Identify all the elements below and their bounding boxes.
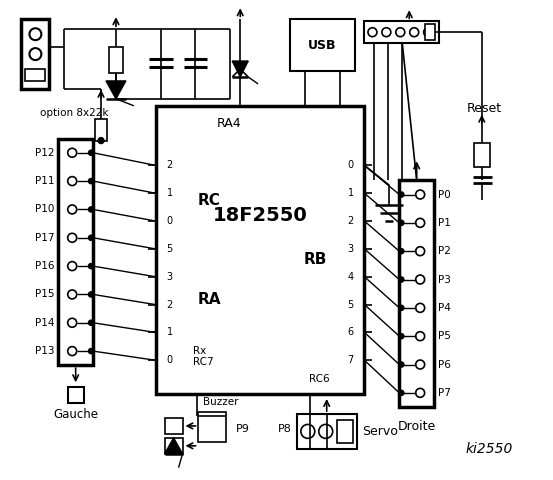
Text: Reset: Reset	[467, 102, 502, 115]
Text: P9: P9	[236, 424, 250, 434]
Text: 0: 0	[347, 160, 353, 170]
Text: P6: P6	[438, 360, 451, 370]
Bar	[425, 24, 435, 40]
Circle shape	[399, 390, 404, 396]
Text: 4: 4	[347, 272, 353, 282]
Circle shape	[98, 138, 104, 144]
Text: P3: P3	[438, 275, 451, 285]
Bar	[199, 412, 226, 442]
Bar	[25, 69, 45, 81]
Text: P12: P12	[35, 148, 54, 158]
Text: 2: 2	[166, 300, 173, 310]
Text: 0: 0	[166, 355, 173, 365]
Bar	[290, 19, 354, 71]
Bar	[156, 106, 364, 394]
Circle shape	[399, 192, 404, 197]
Text: 2: 2	[347, 216, 354, 226]
Circle shape	[88, 348, 93, 354]
Text: P5: P5	[438, 331, 451, 341]
Text: P8: P8	[278, 424, 292, 434]
Circle shape	[88, 150, 93, 155]
Text: RB: RB	[304, 252, 327, 267]
Bar	[337, 420, 353, 443]
Text: 5: 5	[166, 244, 173, 254]
Text: P15: P15	[35, 289, 54, 300]
Text: Servo: Servo	[363, 425, 398, 438]
Polygon shape	[232, 61, 248, 77]
Bar	[297, 414, 357, 449]
Bar	[109, 47, 123, 73]
Circle shape	[88, 292, 93, 297]
Bar	[474, 143, 490, 168]
Circle shape	[88, 235, 93, 240]
Circle shape	[88, 264, 93, 269]
Bar	[364, 21, 439, 43]
Text: P0: P0	[438, 190, 451, 200]
Text: option 8x22k: option 8x22k	[40, 108, 108, 118]
Text: Gauche: Gauche	[53, 408, 98, 421]
Text: P11: P11	[35, 176, 54, 186]
Text: 1: 1	[166, 188, 173, 198]
Text: 6: 6	[347, 327, 353, 337]
Text: USB: USB	[308, 38, 336, 52]
Text: P16: P16	[35, 261, 54, 271]
Text: Rx
RC7: Rx RC7	[194, 346, 214, 367]
Circle shape	[399, 334, 404, 339]
Circle shape	[88, 179, 93, 183]
Text: P13: P13	[35, 346, 54, 356]
Bar	[95, 119, 107, 141]
Text: 1: 1	[166, 327, 173, 337]
Text: 7: 7	[347, 355, 354, 365]
Text: 18F2550: 18F2550	[213, 206, 307, 225]
Text: 3: 3	[166, 272, 173, 282]
Bar	[22, 19, 49, 89]
Circle shape	[399, 220, 404, 225]
Circle shape	[399, 249, 404, 253]
Text: P4: P4	[438, 303, 451, 313]
Text: RA: RA	[197, 292, 221, 307]
Circle shape	[88, 207, 93, 212]
Text: 2: 2	[166, 160, 173, 170]
Polygon shape	[106, 81, 126, 99]
Text: P17: P17	[35, 233, 54, 243]
Bar	[58, 139, 93, 365]
Polygon shape	[165, 438, 182, 454]
Text: P7: P7	[438, 388, 451, 398]
Circle shape	[399, 277, 404, 282]
Text: Droite: Droite	[398, 420, 436, 433]
Text: ki2550: ki2550	[465, 442, 513, 456]
Text: P1: P1	[438, 218, 451, 228]
Circle shape	[399, 305, 404, 311]
Text: RC: RC	[197, 193, 220, 208]
Text: 0: 0	[166, 216, 173, 226]
Bar	[399, 180, 434, 407]
Text: RC6: RC6	[310, 374, 330, 384]
Circle shape	[399, 362, 404, 367]
Bar	[165, 438, 182, 454]
Text: RA4: RA4	[216, 117, 241, 130]
Text: 1: 1	[347, 188, 353, 198]
Bar	[165, 418, 182, 434]
Bar	[67, 387, 84, 403]
Circle shape	[88, 320, 93, 325]
Text: P2: P2	[438, 246, 451, 256]
Text: P14: P14	[35, 318, 54, 328]
Text: Buzzer: Buzzer	[202, 397, 238, 407]
Text: P10: P10	[35, 204, 54, 215]
Text: 3: 3	[347, 244, 353, 254]
Text: 5: 5	[347, 300, 354, 310]
